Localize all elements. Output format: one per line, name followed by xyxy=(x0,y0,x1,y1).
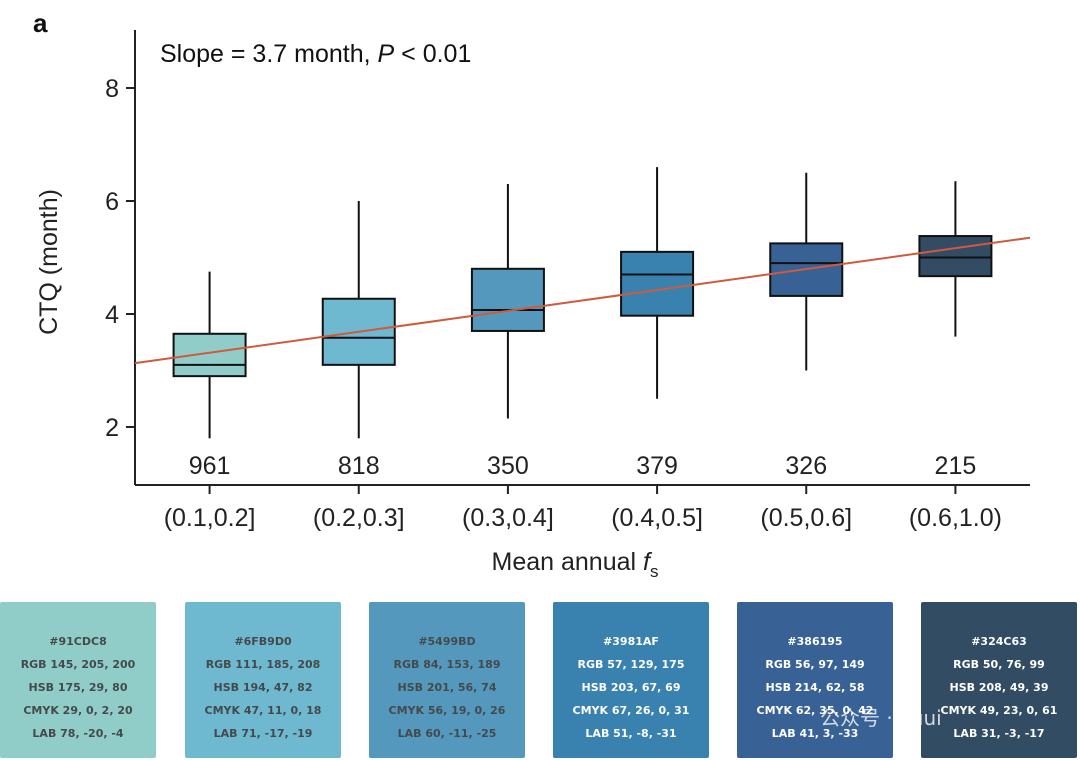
swatch-hsb-text: HSB 203, 67, 69 xyxy=(581,681,681,694)
swatch-lab-text: LAB 51, -8, -31 xyxy=(585,727,677,740)
swatch-rgb-text: RGB 56, 97, 149 xyxy=(765,658,865,671)
annotation-prefix: Slope = 3.7 month, xyxy=(160,40,378,68)
swatch-hsb-text: HSB 194, 47, 82 xyxy=(213,681,313,694)
color-swatch-card: #6FB9D0 RGB 111, 185, 208 HSB 194, 47, 82 C… xyxy=(185,602,341,758)
x-axis-label-main: Mean annual xyxy=(492,548,644,576)
x-tick-label: (0.2,0.3] xyxy=(313,504,405,532)
slope-annotation: Slope = 3.7 month, P < 0.01 xyxy=(160,40,471,68)
swatch-cmyk-text: CMYK 49, 23, 0, 61 xyxy=(940,704,1058,717)
sample-count-label: 379 xyxy=(636,452,678,480)
swatch-hsb-text: HSB 201, 56, 74 xyxy=(397,681,497,694)
sample-count-label: 326 xyxy=(785,452,827,480)
swatch-hex-text: #324C63 xyxy=(971,635,1027,648)
swatch-hex-text: #5499BD xyxy=(418,635,476,648)
color-swatch-card: #324C63 RGB 50, 76, 99 HSB 208, 49, 39 CMYK… xyxy=(921,602,1077,758)
x-tick-label: (0.3,0.4] xyxy=(462,504,554,532)
swatch-cmyk-text: CMYK 56, 19, 0, 26 xyxy=(388,704,506,717)
swatch-cmyk-text: CMYK 29, 0, 2, 20 xyxy=(23,704,133,717)
swatch-hsb-text: HSB 208, 49, 39 xyxy=(949,681,1049,694)
swatch-lab-text: LAB 41, 3, -33 xyxy=(771,727,859,740)
sample-count-label: 818 xyxy=(338,452,380,480)
swatch-cmyk-text: CMYK 47, 11, 0, 18 xyxy=(204,704,322,717)
swatch-rgb-text: RGB 57, 129, 175 xyxy=(577,658,685,671)
color-swatch-card: #5499BD RGB 84, 153, 189 HSB 201, 56, 74 CM… xyxy=(369,602,525,758)
swatch-lab-text: LAB 60, -11, -25 xyxy=(397,727,497,740)
panel-label: a xyxy=(33,8,48,38)
swatch-rgb-text: RGB 145, 205, 200 xyxy=(20,658,136,671)
sample-count-label: 961 xyxy=(189,452,231,480)
y-tick-label: 6 xyxy=(105,188,119,216)
x-tick-label: (0.4,0.5] xyxy=(611,504,703,532)
box xyxy=(172,332,247,378)
y-tick-label: 8 xyxy=(105,75,119,103)
box-plot-chart: a Slope = 3.7 month, P < 0.01 CTQ (month… xyxy=(33,8,1031,581)
swatch-rgb-text: RGB 50, 76, 99 xyxy=(953,658,1045,671)
swatch-rgb-text: RGB 111, 185, 208 xyxy=(205,658,321,671)
swatch-hsb-text: HSB 214, 62, 58 xyxy=(765,681,865,694)
swatch-cmyk-text: CMYK 67, 26, 0, 31 xyxy=(572,704,690,717)
trend-line xyxy=(134,236,1031,365)
annotation-suffix: < 0.01 xyxy=(394,40,471,68)
color-swatch-card: #386195 RGB 56, 97, 149 HSB 214, 62, 58 CMY… xyxy=(737,602,893,758)
swatch-hex-text: #91CDC8 xyxy=(49,635,107,648)
category-labels: 961 818 350 379 326 215 (0.1,0.2] (0.2,0.3] (0.3… xyxy=(164,452,1002,532)
box xyxy=(470,267,545,332)
axes: 2 4 6 8 xyxy=(105,30,1030,494)
annotation-p-symbol: P xyxy=(378,40,395,68)
watermark: 公众号 · Puui xyxy=(820,706,942,730)
x-axis-label: Mean annual fs xyxy=(492,548,659,581)
swatch-hex-text: #386195 xyxy=(787,635,843,648)
boxes xyxy=(172,167,993,439)
box xyxy=(620,250,695,317)
box xyxy=(918,235,993,278)
swatch-lab-text: LAB 78, -20, -4 xyxy=(32,727,124,740)
swatch-hex-text: #6FB9D0 xyxy=(234,635,292,648)
swatch-cmyk-text: CMYK 62, 35, 0, 42 xyxy=(756,704,874,717)
sample-count-label: 350 xyxy=(487,452,529,480)
y-axis-label: CTQ (month) xyxy=(35,189,63,335)
trend-line-group xyxy=(134,236,1031,365)
swatch-hsb-text: HSB 175, 29, 80 xyxy=(28,681,128,694)
sample-count-label: 215 xyxy=(935,452,977,480)
x-tick-label: (0.1,0.2] xyxy=(164,504,256,532)
swatch-lab-text: LAB 31, -3, -17 xyxy=(953,727,1045,740)
swatch-hex-text: #3981AF xyxy=(603,635,659,648)
swatch-lab-text: LAB 71, -17, -19 xyxy=(213,727,313,740)
color-swatch-card: #3981AF RGB 57, 129, 175 HSB 203, 67, 69 CM… xyxy=(553,602,709,758)
x-axis-label-italic: f xyxy=(643,548,653,576)
x-axis-label-subscript: s xyxy=(650,562,659,581)
y-tick-label: 4 xyxy=(105,301,119,329)
x-tick-label: (0.5,0.6] xyxy=(760,504,852,532)
swatch-rgb-text: RGB 84, 153, 189 xyxy=(393,658,501,671)
color-swatch-card: #91CDC8 RGB 145, 205, 200 HSB 175, 29, 80 C… xyxy=(0,602,156,758)
x-tick-label: (0.6,1.0) xyxy=(909,504,1002,532)
y-tick-label: 2 xyxy=(105,414,119,442)
